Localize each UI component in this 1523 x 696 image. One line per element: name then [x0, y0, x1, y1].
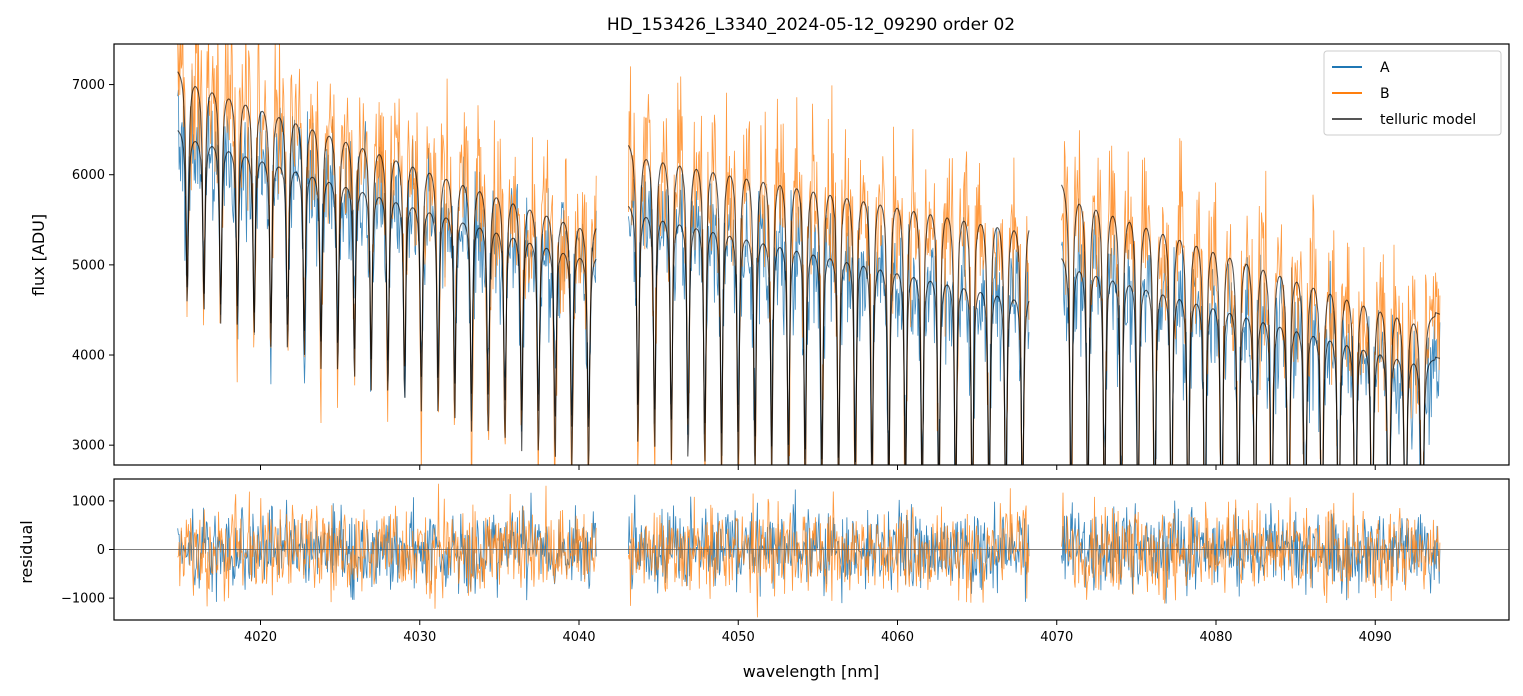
residual-y-tick-label: 1000	[72, 494, 105, 509]
x-tick-label: 4030	[403, 630, 436, 645]
legend: A B telluric model	[1323, 50, 1502, 136]
legend-label-b: B	[1380, 86, 1390, 102]
x-tick-label: 4070	[1040, 630, 1073, 645]
residual-y-tick-label: 0	[97, 543, 105, 558]
x-tick-label: 4080	[1199, 630, 1232, 645]
chart-title: HD_153426_L3340_2024-05-12_09290 order 0…	[607, 15, 1015, 35]
flux-y-ticks: 3000 4000 5000 6000 7000	[72, 78, 114, 454]
telluric-model-a-line	[177, 130, 1441, 465]
flux-y-axis-label: flux [ADU]	[29, 214, 48, 296]
flux-y-tick-label: 7000	[72, 78, 105, 93]
series-b-residual-line	[177, 483, 1441, 618]
flux-y-tick-label: 4000	[72, 349, 105, 364]
residual-y-ticks: −1000 0 1000	[61, 494, 114, 607]
flux-panel: 3000 4000 5000 6000 7000 flux [ADU] A B tell…	[29, 43, 1510, 470]
flux-axes-frame	[113, 43, 1510, 466]
legend-frame	[1323, 50, 1502, 136]
legend-label-telluric-model: telluric model	[1380, 112, 1476, 128]
residual-y-axis-label: residual	[17, 520, 36, 583]
residual-y-tick-label: −1000	[61, 592, 105, 607]
residual-plot-area	[114, 483, 1509, 618]
series-b-flux-line	[177, 44, 1441, 465]
x-axis-label: wavelength [nm]	[743, 662, 880, 681]
flux-y-tick-label: 5000	[72, 258, 105, 273]
flux-x-ticks	[260, 465, 1376, 470]
flux-y-tick-label: 6000	[72, 168, 105, 183]
telluric-model-b-line	[177, 71, 1441, 465]
flux-plot-area	[177, 44, 1441, 465]
x-tick-label: 4020	[244, 630, 277, 645]
x-tick-label: 4090	[1359, 630, 1392, 645]
flux-y-tick-label: 3000	[72, 439, 105, 454]
x-tick-label: 4050	[722, 630, 755, 645]
legend-label-a: A	[1380, 60, 1390, 76]
x-tick-label: 4040	[562, 630, 595, 645]
x-tick-label: 4060	[881, 630, 914, 645]
residual-x-ticks: 4020 4030 4040 4050 4060 4070 4080 4090	[244, 620, 1392, 645]
